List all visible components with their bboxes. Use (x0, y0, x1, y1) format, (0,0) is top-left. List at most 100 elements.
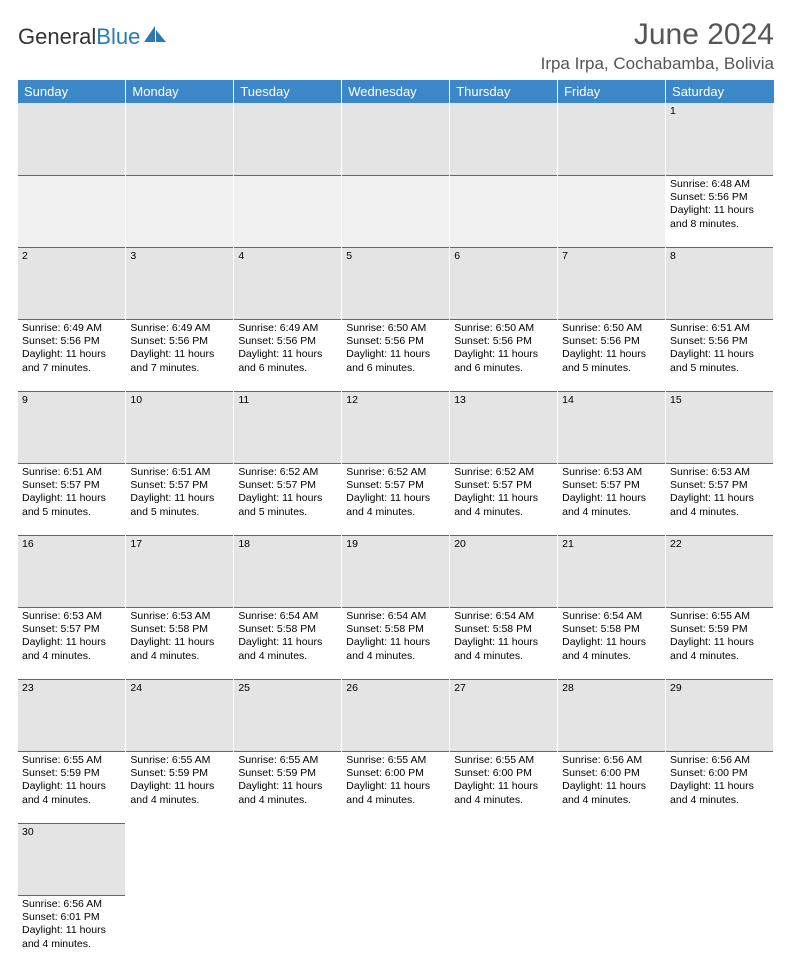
daylight-text: and 7 minutes. (130, 362, 229, 375)
sunset-text: Sunset: 5:57 PM (22, 479, 121, 492)
day-content-cell (234, 895, 342, 967)
day-content-cell: Sunrise: 6:55 AMSunset: 5:59 PMDaylight:… (234, 751, 342, 823)
day-number-cell: 27 (450, 679, 558, 751)
day-content-cell: Sunrise: 6:50 AMSunset: 5:56 PMDaylight:… (558, 319, 666, 391)
day-details: Sunrise: 6:48 AMSunset: 5:56 PMDaylight:… (670, 178, 769, 232)
day-of-week-header: Monday (126, 80, 234, 103)
day-content-cell: Sunrise: 6:51 AMSunset: 5:56 PMDaylight:… (666, 319, 774, 391)
day-number-row: 30 (18, 823, 774, 895)
sunset-text: Sunset: 5:57 PM (454, 479, 553, 492)
sunset-text: Sunset: 5:58 PM (130, 623, 229, 636)
day-details: Sunrise: 6:51 AMSunset: 5:57 PMDaylight:… (130, 466, 229, 520)
sunrise-text: Sunrise: 6:48 AM (670, 178, 769, 191)
sunrise-text: Sunrise: 6:55 AM (22, 754, 121, 767)
brand-logo: GeneralBlue (18, 18, 168, 50)
sunset-text: Sunset: 5:59 PM (22, 767, 121, 780)
day-of-week-row: SundayMondayTuesdayWednesdayThursdayFrid… (18, 80, 774, 103)
daylight-text: Daylight: 11 hours (670, 780, 769, 793)
day-details: Sunrise: 6:54 AMSunset: 5:58 PMDaylight:… (238, 610, 337, 664)
daylight-text: Daylight: 11 hours (346, 636, 445, 649)
daylight-text: and 5 minutes. (238, 506, 337, 519)
daylight-text: and 4 minutes. (22, 938, 121, 951)
daylight-text: Daylight: 11 hours (670, 492, 769, 505)
day-number-row: 2345678 (18, 247, 774, 319)
day-content-cell: Sunrise: 6:54 AMSunset: 5:58 PMDaylight:… (342, 607, 450, 679)
day-content-cell: Sunrise: 6:48 AMSunset: 5:56 PMDaylight:… (666, 175, 774, 247)
daylight-text: and 5 minutes. (22, 506, 121, 519)
sunset-text: Sunset: 5:56 PM (454, 335, 553, 348)
day-content-cell: Sunrise: 6:56 AMSunset: 6:00 PMDaylight:… (666, 751, 774, 823)
brand-part1: General (18, 24, 96, 50)
sunrise-text: Sunrise: 6:51 AM (22, 466, 121, 479)
brand-part2: Blue (96, 24, 140, 50)
day-number-cell: 13 (450, 391, 558, 463)
day-details: Sunrise: 6:49 AMSunset: 5:56 PMDaylight:… (238, 322, 337, 376)
sunrise-text: Sunrise: 6:51 AM (130, 466, 229, 479)
daylight-text: and 5 minutes. (670, 362, 769, 375)
day-details: Sunrise: 6:54 AMSunset: 5:58 PMDaylight:… (562, 610, 661, 664)
daylight-text: Daylight: 11 hours (454, 780, 553, 793)
daylight-text: Daylight: 11 hours (22, 348, 121, 361)
day-content-cell: Sunrise: 6:52 AMSunset: 5:57 PMDaylight:… (450, 463, 558, 535)
daylight-text: and 4 minutes. (346, 506, 445, 519)
day-content-cell: Sunrise: 6:49 AMSunset: 5:56 PMDaylight:… (126, 319, 234, 391)
day-content-cell (558, 895, 666, 967)
sunrise-text: Sunrise: 6:49 AM (22, 322, 121, 335)
day-content-row: Sunrise: 6:55 AMSunset: 5:59 PMDaylight:… (18, 751, 774, 823)
day-details: Sunrise: 6:49 AMSunset: 5:56 PMDaylight:… (130, 322, 229, 376)
daylight-text: and 6 minutes. (454, 362, 553, 375)
day-content-cell: Sunrise: 6:56 AMSunset: 6:00 PMDaylight:… (558, 751, 666, 823)
daylight-text: Daylight: 11 hours (22, 780, 121, 793)
day-number-cell: 23 (18, 679, 126, 751)
day-of-week-header: Friday (558, 80, 666, 103)
day-details: Sunrise: 6:55 AMSunset: 6:00 PMDaylight:… (346, 754, 445, 808)
day-number-cell: 1 (666, 103, 774, 175)
day-content-row: Sunrise: 6:49 AMSunset: 5:56 PMDaylight:… (18, 319, 774, 391)
day-content-cell (666, 895, 774, 967)
daylight-text: and 6 minutes. (346, 362, 445, 375)
daylight-text: and 6 minutes. (238, 362, 337, 375)
sunset-text: Sunset: 5:59 PM (130, 767, 229, 780)
daylight-text: and 4 minutes. (670, 506, 769, 519)
day-content-row: Sunrise: 6:53 AMSunset: 5:57 PMDaylight:… (18, 607, 774, 679)
daylight-text: and 4 minutes. (670, 650, 769, 663)
daylight-text: and 4 minutes. (238, 650, 337, 663)
day-number-cell (450, 103, 558, 175)
day-details: Sunrise: 6:55 AMSunset: 6:00 PMDaylight:… (454, 754, 553, 808)
day-details: Sunrise: 6:49 AMSunset: 5:56 PMDaylight:… (22, 322, 121, 376)
day-content-cell: Sunrise: 6:50 AMSunset: 5:56 PMDaylight:… (450, 319, 558, 391)
sunset-text: Sunset: 5:56 PM (670, 335, 769, 348)
daylight-text: Daylight: 11 hours (562, 636, 661, 649)
day-details: Sunrise: 6:53 AMSunset: 5:57 PMDaylight:… (22, 610, 121, 664)
day-content-cell: Sunrise: 6:53 AMSunset: 5:57 PMDaylight:… (666, 463, 774, 535)
sunset-text: Sunset: 5:56 PM (562, 335, 661, 348)
day-content-cell: Sunrise: 6:49 AMSunset: 5:56 PMDaylight:… (18, 319, 126, 391)
sunset-text: Sunset: 6:00 PM (454, 767, 553, 780)
sunset-text: Sunset: 5:58 PM (238, 623, 337, 636)
sunset-text: Sunset: 5:59 PM (238, 767, 337, 780)
day-details: Sunrise: 6:53 AMSunset: 5:58 PMDaylight:… (130, 610, 229, 664)
sunset-text: Sunset: 6:01 PM (22, 911, 121, 924)
day-of-week-header: Tuesday (234, 80, 342, 103)
sunrise-text: Sunrise: 6:52 AM (454, 466, 553, 479)
calendar-table: SundayMondayTuesdayWednesdayThursdayFrid… (18, 80, 774, 967)
sunset-text: Sunset: 5:56 PM (238, 335, 337, 348)
sunrise-text: Sunrise: 6:53 AM (670, 466, 769, 479)
day-content-cell: Sunrise: 6:52 AMSunset: 5:57 PMDaylight:… (234, 463, 342, 535)
sunrise-text: Sunrise: 6:56 AM (22, 898, 121, 911)
day-number-row: 16171819202122 (18, 535, 774, 607)
day-content-cell (126, 895, 234, 967)
sunset-text: Sunset: 5:59 PM (670, 623, 769, 636)
daylight-text: Daylight: 11 hours (238, 348, 337, 361)
day-details: Sunrise: 6:50 AMSunset: 5:56 PMDaylight:… (454, 322, 553, 376)
day-number-cell: 2 (18, 247, 126, 319)
sunset-text: Sunset: 6:00 PM (670, 767, 769, 780)
daylight-text: Daylight: 11 hours (22, 492, 121, 505)
day-details: Sunrise: 6:55 AMSunset: 5:59 PMDaylight:… (130, 754, 229, 808)
day-number-cell (18, 103, 126, 175)
sunrise-text: Sunrise: 6:49 AM (238, 322, 337, 335)
sunrise-text: Sunrise: 6:50 AM (562, 322, 661, 335)
day-content-cell (234, 175, 342, 247)
daylight-text: and 4 minutes. (454, 650, 553, 663)
daylight-text: and 4 minutes. (22, 650, 121, 663)
